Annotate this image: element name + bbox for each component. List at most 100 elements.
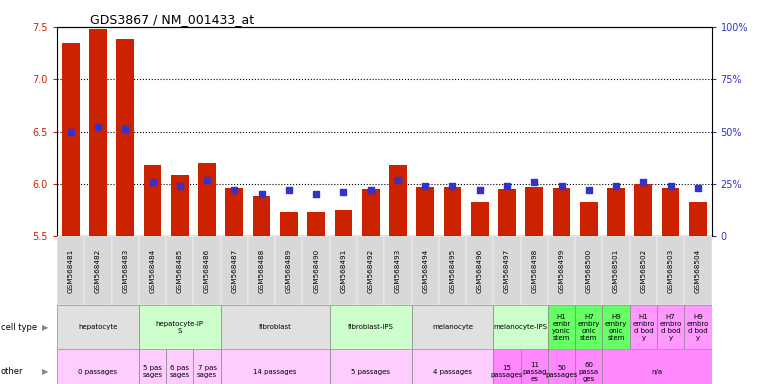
Bar [253,196,270,236]
Text: GSM568487: GSM568487 [231,248,237,293]
Bar [552,188,571,236]
Text: melanocyte: melanocyte [432,324,473,330]
Bar [139,305,221,349]
Point [146,179,158,185]
Bar [389,165,407,236]
Point [201,177,213,183]
Point [256,191,268,197]
Bar [607,188,625,236]
Point [283,187,295,193]
Bar [280,212,298,236]
Bar [493,236,521,305]
Text: 4 passages: 4 passages [433,369,472,374]
Bar [684,305,712,349]
Bar [575,349,603,384]
Text: n/a: n/a [651,369,663,374]
Text: ▶: ▶ [43,367,49,376]
Point [637,179,649,185]
Text: 11
passag
es: 11 passag es [522,361,546,382]
Bar [471,202,489,236]
Text: H7
embry
onic
stem: H7 embry onic stem [578,314,600,341]
Point [419,183,431,189]
Text: H9
embry
onic
stem: H9 embry onic stem [605,314,627,341]
Bar [575,305,603,349]
Point [119,126,132,132]
Text: GSM568503: GSM568503 [667,248,673,293]
Bar [580,202,597,236]
Point [174,183,186,189]
Point [392,177,404,183]
Bar [193,349,221,384]
Bar [330,236,357,305]
Bar [412,305,493,349]
Bar [112,236,139,305]
Bar [89,29,107,236]
Text: fibroblast-IPS: fibroblast-IPS [348,324,393,330]
Bar [221,349,330,384]
Bar [575,236,603,305]
Bar [493,305,548,349]
Text: GSM568490: GSM568490 [313,248,319,293]
Text: GSM568486: GSM568486 [204,248,210,293]
Text: ▶: ▶ [43,323,49,332]
Point [447,183,459,189]
Bar [466,236,493,305]
Bar [662,188,680,236]
Text: H1
embr
yonic
stem: H1 embr yonic stem [552,314,571,341]
Text: 14 passages: 14 passages [253,369,297,374]
Bar [198,163,216,236]
Bar [225,188,244,236]
Point [337,189,349,195]
Text: cell type: cell type [1,323,37,332]
Bar [630,236,657,305]
Text: H1
embro
d bod
y: H1 embro d bod y [632,314,654,341]
Text: GSM568482: GSM568482 [95,248,101,293]
Text: H7
embro
d bod
y: H7 embro d bod y [660,314,682,341]
Bar [498,189,516,236]
Bar [603,349,712,384]
Bar [439,236,466,305]
Bar [412,236,439,305]
Bar [689,202,707,236]
Point [501,183,513,189]
Bar [657,236,684,305]
Text: GSM568496: GSM568496 [476,248,482,293]
Bar [361,189,380,236]
Text: GSM568495: GSM568495 [450,248,456,293]
Text: GSM568481: GSM568481 [68,248,74,293]
Bar [62,43,80,236]
Text: GSM568499: GSM568499 [559,248,565,293]
Point [610,183,622,189]
Bar [335,210,352,236]
Text: GSM568488: GSM568488 [259,248,265,293]
Bar [57,236,84,305]
Point [556,183,568,189]
Text: GSM568501: GSM568501 [613,248,619,293]
Text: H9
embro
d bod
y: H9 embro d bod y [686,314,709,341]
Text: GSM568497: GSM568497 [504,248,510,293]
Bar [684,236,712,305]
Text: GDS3867 / NM_001433_at: GDS3867 / NM_001433_at [90,13,254,26]
Point [92,124,104,131]
Bar [603,236,630,305]
Bar [221,305,330,349]
Text: other: other [1,367,24,376]
Text: GSM568502: GSM568502 [640,248,646,293]
Bar [603,305,630,349]
Point [365,187,377,193]
Bar [166,349,193,384]
Text: GSM568491: GSM568491 [340,248,346,293]
Text: melanocyte-IPS: melanocyte-IPS [494,324,548,330]
Bar [116,40,134,236]
Bar [171,175,189,236]
Bar [275,236,303,305]
Bar [384,236,412,305]
Bar [630,305,657,349]
Bar [521,236,548,305]
Point [65,128,77,135]
Bar [193,236,221,305]
Text: GSM568483: GSM568483 [123,248,129,293]
Bar [307,212,325,236]
Bar [548,349,575,384]
Text: GSM568494: GSM568494 [422,248,428,293]
